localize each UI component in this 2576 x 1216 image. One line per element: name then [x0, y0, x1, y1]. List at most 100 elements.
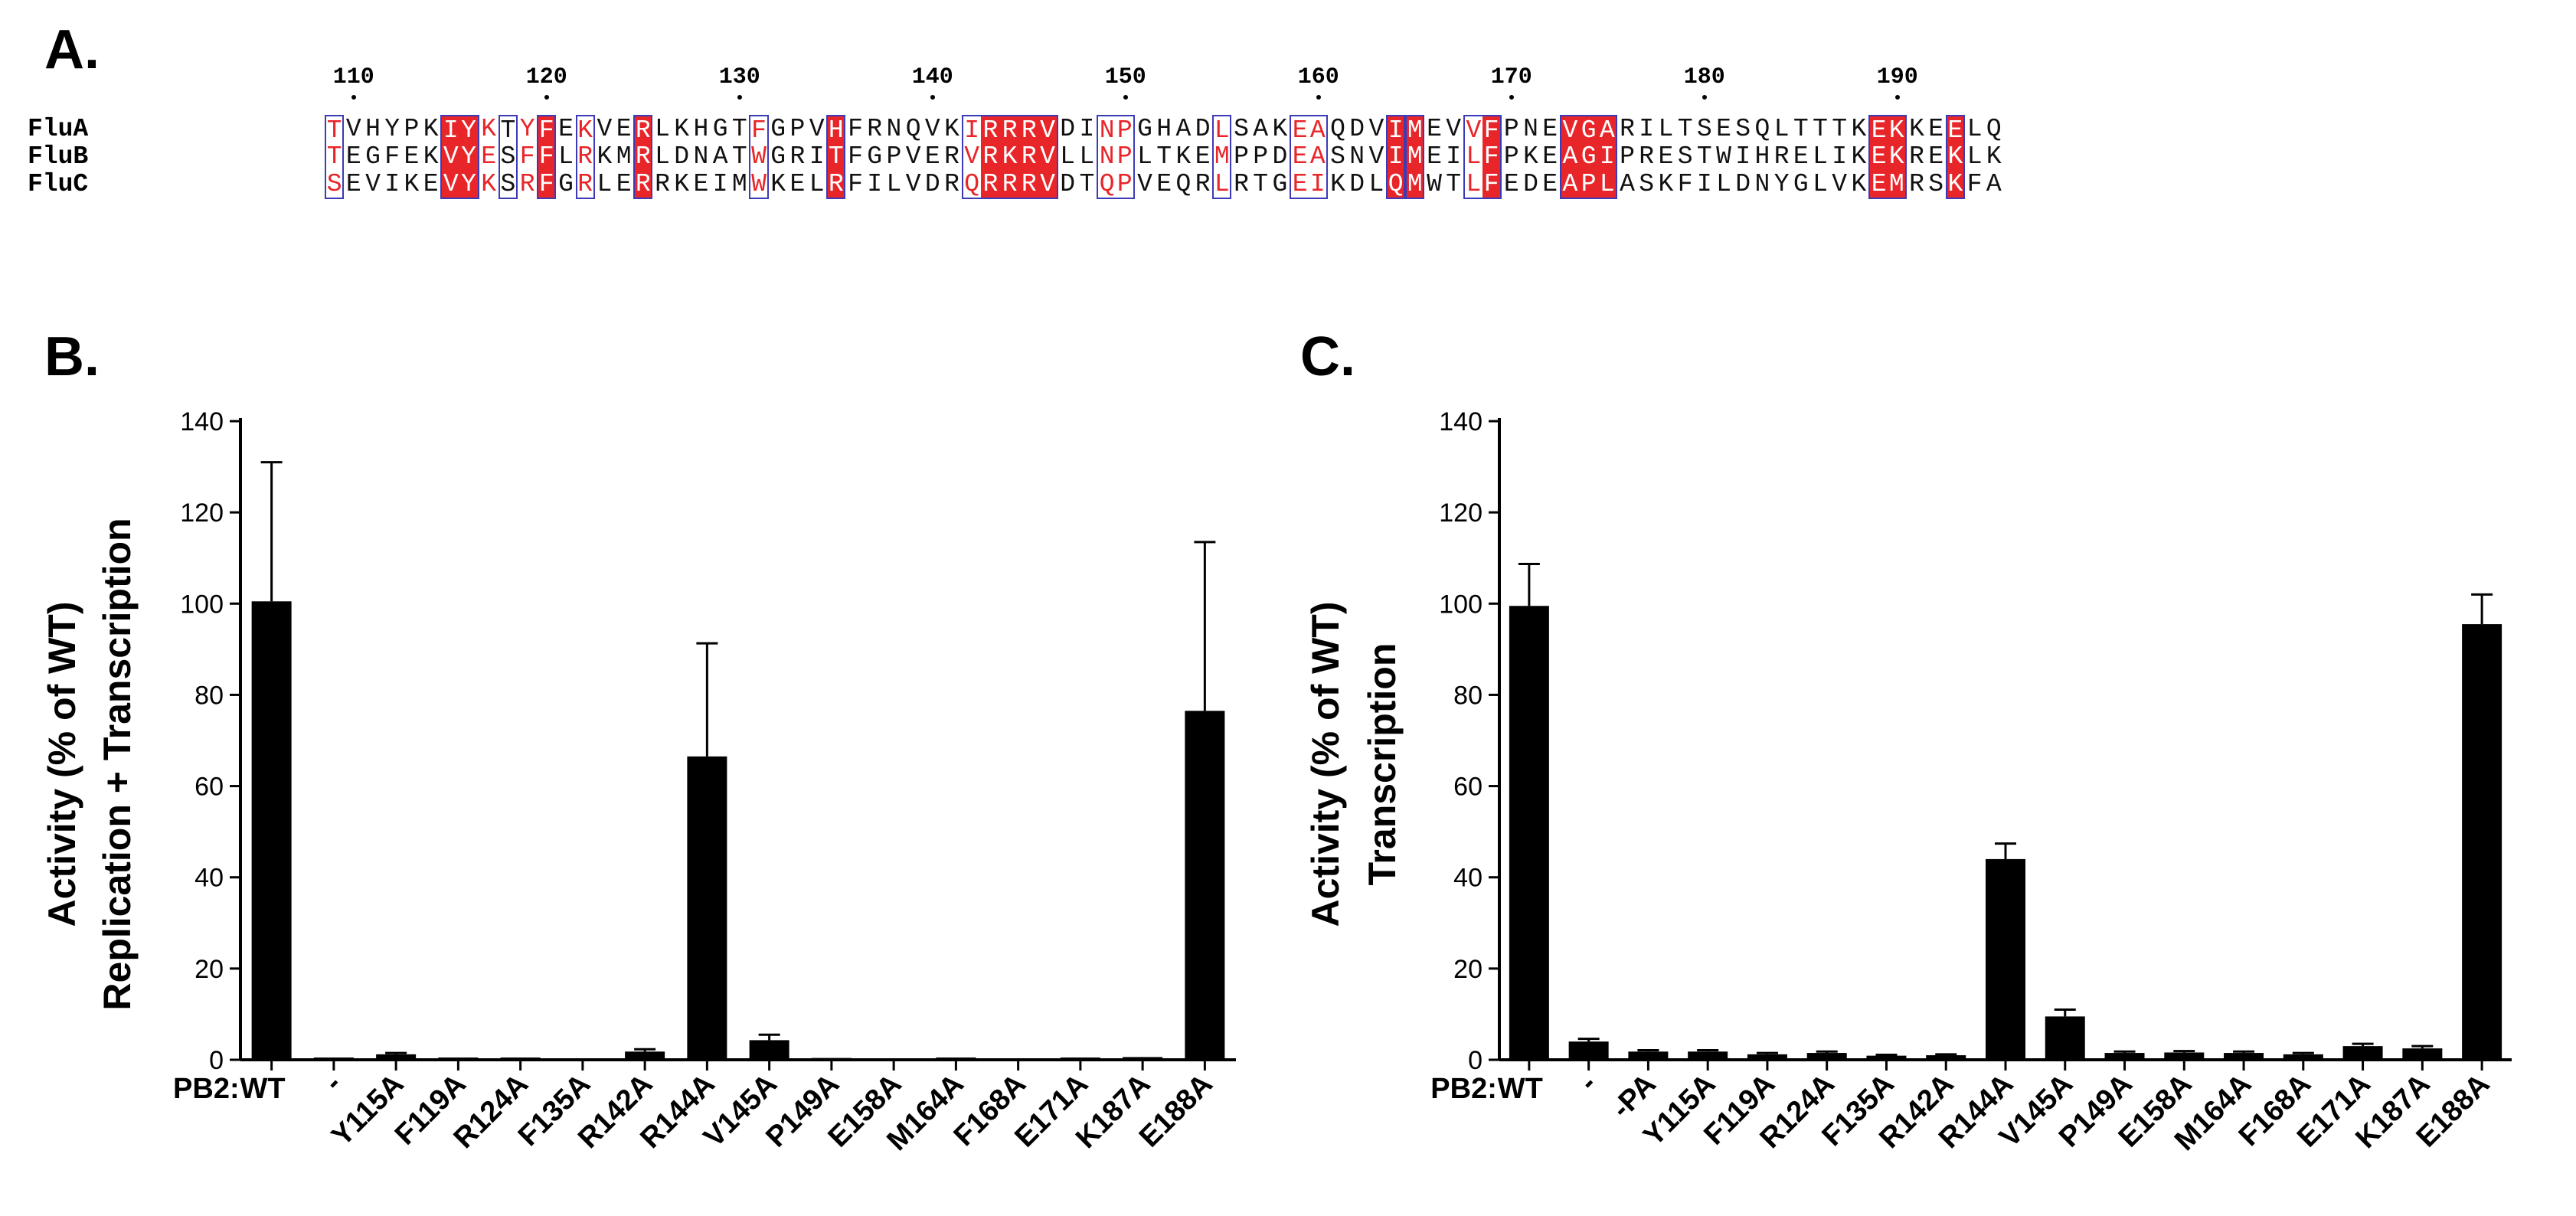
residue: R [1620, 115, 1635, 143]
residue: K [1523, 142, 1538, 171]
residue: F [1483, 115, 1502, 145]
residue: F [848, 170, 863, 198]
residue: R [980, 115, 1000, 145]
residue: R [1195, 170, 1211, 198]
residue: I [1079, 115, 1095, 143]
residue: G [1272, 170, 1288, 198]
residue: Y [384, 115, 400, 143]
residue: L [1368, 170, 1384, 198]
bar [1986, 858, 2025, 1060]
residue: V [1368, 142, 1384, 171]
residue: N [1097, 115, 1116, 145]
residue: D [1060, 170, 1076, 198]
residue: V [1038, 142, 1058, 172]
residue: N [1349, 142, 1365, 171]
residue: T [1677, 115, 1693, 143]
residue: K [575, 115, 595, 145]
residue: L [1463, 170, 1483, 199]
residue: L [1773, 115, 1790, 143]
residue: F [537, 142, 557, 172]
y-tick-label: 20 [195, 955, 224, 984]
residue: G [1137, 115, 1152, 143]
residue: E [345, 170, 361, 198]
residue: K [1888, 115, 1907, 145]
bar [2342, 1046, 2383, 1060]
y-tick-label: 120 [1439, 498, 1483, 528]
y-tick-label: 60 [195, 773, 224, 802]
bar [1568, 1041, 1609, 1060]
residue: K [674, 115, 690, 143]
residue: R [1639, 142, 1655, 171]
bar [1747, 1054, 1787, 1060]
residue: L [558, 142, 574, 171]
residue: E [1928, 115, 1944, 143]
y-tick-label: 140 [1439, 407, 1483, 436]
bar [251, 601, 292, 1060]
residue: W [1716, 142, 1731, 171]
residue: T [1793, 115, 1809, 143]
residue: I [961, 115, 981, 145]
residue: I [1386, 142, 1406, 172]
residue: D [1195, 115, 1211, 143]
residue: S [1696, 115, 1712, 143]
residue: A [1309, 115, 1329, 145]
residue: A [1598, 115, 1618, 145]
residue: E [1868, 142, 1888, 172]
residue: R [633, 170, 653, 199]
ruler-number: 180 [1683, 64, 1725, 90]
residue: S [1928, 170, 1944, 198]
residue: L [1137, 142, 1152, 171]
bar [376, 1054, 417, 1060]
x-tick-label: WT [1498, 1073, 1543, 1105]
bar [500, 1057, 541, 1060]
residue: V [905, 170, 921, 198]
residue: N [1754, 170, 1770, 198]
residue: P [789, 115, 806, 143]
residue: R [1909, 142, 1924, 171]
residue: I [1832, 142, 1848, 171]
residue: R [1000, 115, 1020, 145]
residue: R [575, 170, 595, 199]
residue: E [789, 170, 806, 198]
y-axis-subtitle: Replication + Transcription [96, 518, 139, 1010]
residue: E [1716, 115, 1731, 143]
residue: G [867, 142, 883, 171]
residue: K [1851, 170, 1867, 198]
ruler-dot [1894, 95, 1900, 100]
bar [2164, 1052, 2205, 1060]
residue: R [1773, 142, 1790, 171]
y-tick-label: 0 [1468, 1046, 1483, 1075]
residue: L [809, 170, 825, 198]
residue: V [1038, 170, 1058, 199]
residue: A [1986, 170, 2002, 198]
residue: F [1483, 142, 1502, 172]
ruler-dot [737, 95, 742, 100]
residue: F [1966, 170, 1983, 198]
residue: K [1658, 170, 1674, 198]
x-axis-prefix: PB2: [173, 1073, 240, 1105]
residue: M [1212, 142, 1232, 172]
residue: P [1116, 170, 1136, 199]
residue: L [1212, 170, 1232, 199]
bar [1688, 1051, 1728, 1060]
residue: T [498, 115, 518, 145]
residue: E [1868, 115, 1888, 145]
residue: E [1542, 142, 1558, 171]
ruler-number: 130 [718, 64, 760, 90]
bar [936, 1057, 976, 1060]
residue: L [886, 170, 902, 198]
residue: I [440, 115, 460, 145]
residue: H [1156, 115, 1172, 143]
bar [687, 756, 727, 1060]
ruler-dot [1316, 95, 1321, 100]
residue: L [1966, 115, 1983, 143]
residue: Y [459, 170, 479, 199]
residue: R [633, 115, 653, 145]
residue: L [1966, 142, 1983, 171]
residue: R [944, 142, 959, 171]
residue: T [1253, 170, 1269, 198]
residue: E [693, 170, 709, 198]
residue: V [345, 115, 361, 143]
residue: N [1523, 115, 1538, 143]
bar [1123, 1057, 1163, 1060]
